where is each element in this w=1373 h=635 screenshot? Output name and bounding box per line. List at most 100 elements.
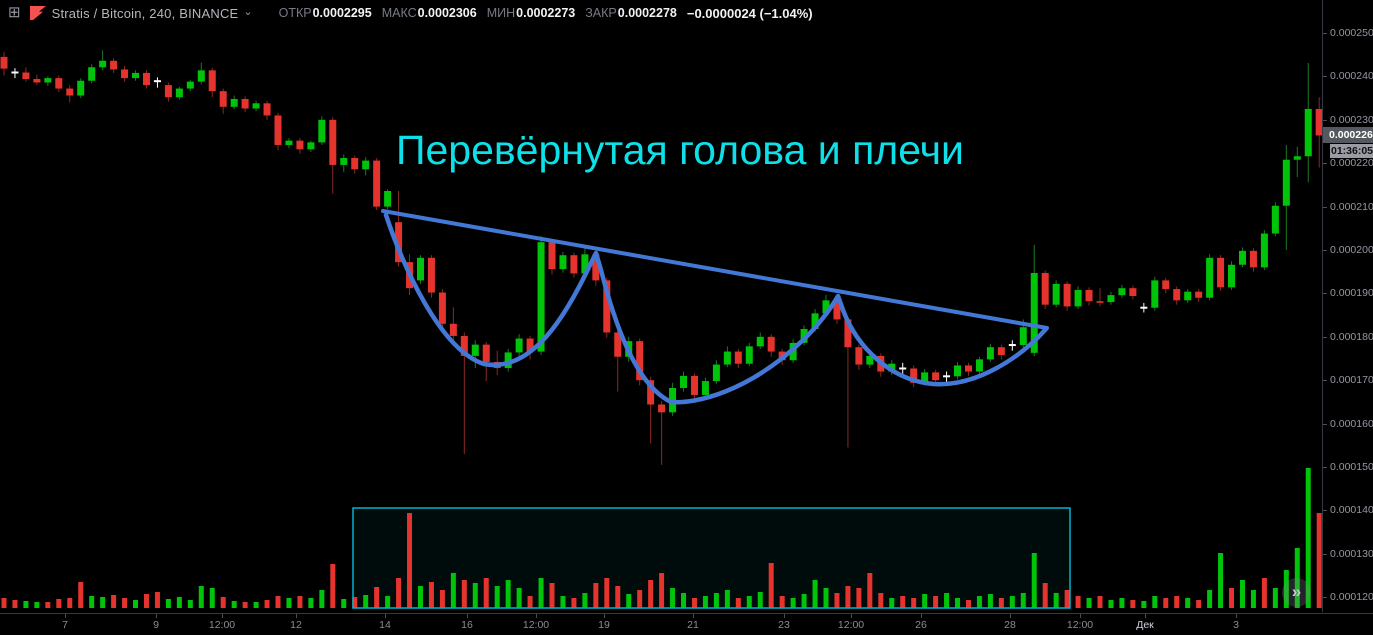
candle-body xyxy=(0,56,8,69)
price-tick xyxy=(1323,336,1327,338)
candle-body xyxy=(910,368,918,383)
candle-body xyxy=(537,242,545,352)
time-tick xyxy=(156,614,157,618)
volume-bar xyxy=(23,601,29,608)
candle-body xyxy=(362,160,370,170)
volume-bar xyxy=(987,594,993,608)
candle-body xyxy=(964,365,972,372)
candle-body xyxy=(559,255,567,270)
volume-bar xyxy=(845,586,851,608)
volume-bar xyxy=(1196,600,1202,608)
time-tick xyxy=(1010,614,1011,618)
candle-body xyxy=(1293,156,1301,160)
volume-bar xyxy=(637,590,643,608)
candle-body xyxy=(1282,159,1290,206)
candle-body xyxy=(975,359,983,372)
volume-bar xyxy=(253,602,259,608)
volume-bar xyxy=(1218,553,1224,608)
candle-body xyxy=(460,335,468,356)
volume-bar xyxy=(900,596,906,608)
neckline-drawing[interactable] xyxy=(381,209,1049,330)
volume-bar xyxy=(702,596,708,608)
volume-highlight-rectangle[interactable] xyxy=(352,507,1071,609)
ohlc-value: 0.0002273 xyxy=(516,6,576,20)
volume-bar xyxy=(516,588,522,608)
time-axis-label: 3 xyxy=(1233,619,1239,631)
volume-bar xyxy=(944,593,950,608)
volume-bar xyxy=(1,598,7,608)
candle-body xyxy=(866,355,874,365)
volume-bar xyxy=(187,600,193,608)
candle-body xyxy=(1206,257,1214,298)
candle-body xyxy=(734,351,742,364)
ohlc-values: ОТКР 0.0002295 МАКС 0.0002306 МИН 0.0002273 ЗА… xyxy=(269,6,677,20)
doji-candle xyxy=(1140,306,1148,309)
volume-bar xyxy=(735,598,741,608)
goto-realtime-button[interactable]: » xyxy=(1282,578,1311,607)
candle-body xyxy=(77,80,85,96)
candle-body xyxy=(1129,288,1137,297)
volume-bar xyxy=(1250,590,1256,608)
volume-bar xyxy=(1229,588,1235,608)
volume-bar xyxy=(78,582,84,608)
volume-bar xyxy=(308,598,314,608)
time-tick xyxy=(385,614,386,618)
volume-bar xyxy=(417,586,423,608)
time-axis-label: 9 xyxy=(153,619,159,631)
volume-bar xyxy=(878,593,884,608)
candle-body xyxy=(241,98,249,109)
volume-bar xyxy=(374,587,380,608)
volume-bar xyxy=(176,597,182,608)
volume-bar xyxy=(1261,578,1267,608)
candle-body xyxy=(658,404,666,413)
candle-body xyxy=(186,81,194,89)
volume-bar xyxy=(1207,590,1213,608)
candle-body xyxy=(636,341,644,381)
volume-bar xyxy=(439,590,445,608)
candle-body xyxy=(416,257,424,281)
volume-bar xyxy=(209,588,215,608)
symbol-button[interactable]: Stratis / Bitcoin, 240, BINANCE ⌄ xyxy=(29,6,253,21)
add-symbol-icon[interactable]: ⊞ xyxy=(8,4,21,21)
candle-body xyxy=(1030,273,1038,353)
time-axis-label: 21 xyxy=(687,619,699,631)
candle-body xyxy=(701,381,709,395)
volume-bar xyxy=(922,594,928,608)
candle-body xyxy=(647,380,655,405)
candle-body xyxy=(1096,301,1104,303)
volume-bar xyxy=(100,597,106,608)
time-axis-label: 12:00 xyxy=(1066,619,1094,631)
price-tick xyxy=(1323,33,1327,34)
candle-body xyxy=(66,88,74,96)
pattern-annotation-text[interactable]: Перевёрнутая голова и плечи xyxy=(396,127,964,173)
candle-body xyxy=(110,60,118,70)
volume-bar xyxy=(220,597,226,608)
volume-bar xyxy=(1163,598,1169,608)
candle-body xyxy=(88,67,96,81)
volume-bar xyxy=(198,586,204,608)
candle-body xyxy=(1228,264,1236,288)
volume-bar xyxy=(593,583,599,608)
volume-bar xyxy=(396,578,402,608)
time-axis[interactable]: 7 9 12:00 12 14 16 12:00 19 21 23 12:00 26 28 12:00 Де… xyxy=(0,613,1373,635)
volume-bar xyxy=(1086,598,1092,608)
pattern-curve-drawing[interactable] xyxy=(383,212,1049,405)
volume-bar xyxy=(12,600,18,608)
volume-bar xyxy=(385,596,391,608)
volume-bars xyxy=(1,468,1322,608)
volume-bar xyxy=(165,599,171,608)
candle-body xyxy=(1074,289,1082,307)
time-axis-label: 12:00 xyxy=(522,619,550,631)
volume-bar xyxy=(1305,468,1311,608)
price-chart-canvas[interactable] xyxy=(0,0,1324,612)
price-tick xyxy=(1323,206,1327,208)
time-tick xyxy=(921,614,922,618)
volume-bar xyxy=(461,580,467,608)
candle-body xyxy=(296,140,304,150)
candle-body xyxy=(526,338,534,352)
